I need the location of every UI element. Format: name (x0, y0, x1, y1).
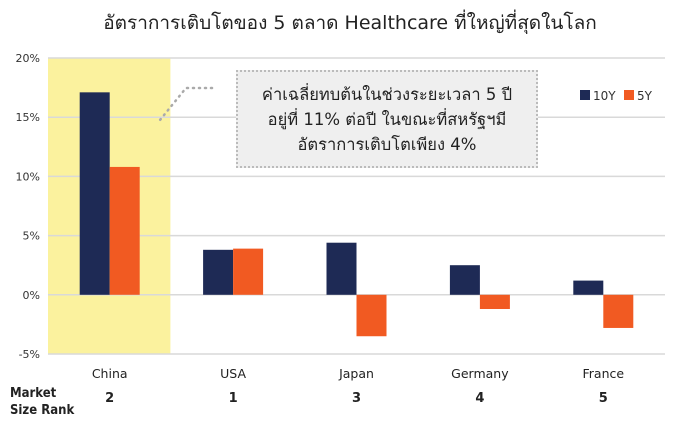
legend-swatch-10Y (580, 90, 590, 100)
y-tick-label: 20% (16, 52, 40, 65)
x-tick-label: France (583, 366, 625, 381)
y-tick-label: -5% (19, 348, 40, 361)
rank-value: 2 (105, 391, 114, 406)
bar-5Y-germany (479, 294, 510, 310)
annotation-connector (158, 86, 214, 122)
bar-10Y-france (573, 280, 604, 295)
bar-5Y-usa (233, 248, 264, 295)
legend-label: 10Y (593, 89, 616, 103)
bar-10Y-japan (326, 242, 357, 295)
x-tick-label: China (92, 366, 128, 381)
y-tick-label: 5% (23, 230, 40, 243)
annotation-line: อยู่ที่ 11% ต่อปี ในขณะที่สหรัฐฯมี (267, 109, 507, 129)
annotation-line: ค่าเฉลี่ยทบต้นในช่วงระยะเวลา 5 ปี (261, 84, 513, 104)
bar-5Y-france (603, 294, 634, 328)
y-tick-label: 10% (16, 170, 40, 183)
legend-label: 5Y (637, 89, 653, 103)
bar-10Y-china (79, 92, 110, 295)
row-label-line: Size Rank (10, 403, 75, 418)
bar-5Y-china (109, 166, 140, 295)
x-tick-label: Germany (451, 366, 509, 381)
bar-10Y-germany (449, 265, 480, 295)
rank-value: 5 (599, 391, 608, 406)
row-label-line: Market (10, 386, 57, 401)
rank-value: 4 (475, 391, 484, 406)
chart-title: อัตราการเติบโตของ 5 ตลาด Healthcare ที่ใ… (103, 12, 597, 34)
annotation-box: ค่าเฉลี่ยทบต้นในช่วงระยะเวลา 5 ปี อยู่ที… (236, 70, 538, 168)
y-tick-label: 15% (16, 111, 40, 124)
y-tick-label: 0% (23, 289, 40, 302)
rank-value: 3 (352, 391, 361, 406)
x-tick-label: Japan (338, 366, 374, 381)
bar-10Y-usa (203, 249, 234, 295)
bar-5Y-japan (356, 294, 387, 337)
annotation-line: อัตราการเติบโตเพียง 4% (297, 134, 477, 154)
legend-swatch-5Y (624, 90, 634, 100)
x-tick-label: USA (220, 366, 246, 381)
market-size-rank-label: Market Size Rank (10, 385, 74, 419)
rank-value: 1 (229, 391, 238, 406)
